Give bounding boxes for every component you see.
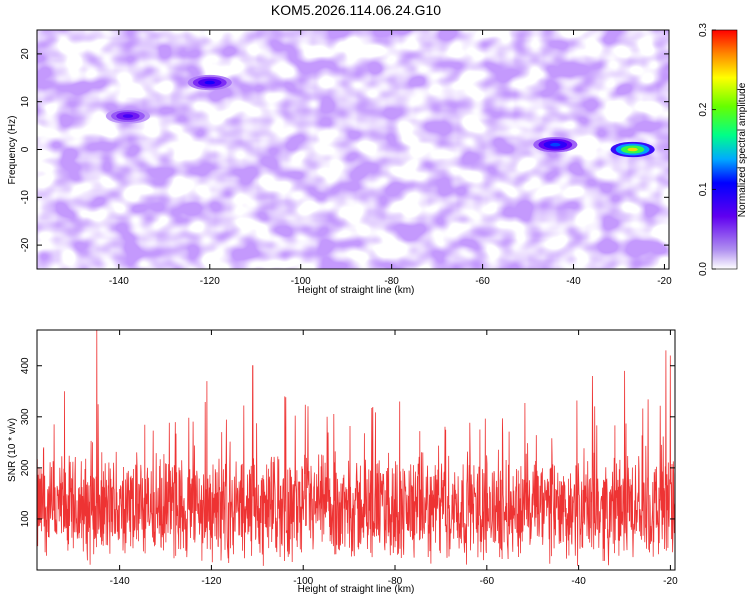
heatmap-x-axis-title: Height of straight line (km) bbox=[298, 285, 415, 296]
snr-x-tick-label: -120 bbox=[201, 576, 221, 587]
snr-x-tick-label: -20 bbox=[663, 576, 678, 587]
colorbar: 0.0 0.1 0.2 0.3 Normalized spectral amplitu… bbox=[698, 23, 748, 276]
heatmap-x-tick-label: -120 bbox=[200, 276, 220, 287]
heatmap-x-tick-label: -140 bbox=[109, 276, 129, 287]
snr-x-tick-label: -60 bbox=[480, 576, 495, 587]
snr-x-tick-label: -40 bbox=[571, 576, 586, 587]
snr-frame bbox=[36, 329, 676, 571]
snr-axes: -140 -120 -100 -80 -60 -40 -20 100 200 300 400 bbox=[20, 330, 678, 587]
colorbar-scale bbox=[711, 29, 738, 270]
snr-x-axis-title: Height of straight line (km) bbox=[298, 584, 415, 595]
heatmap-y-tick-label: -10 bbox=[20, 190, 31, 205]
colorbar-tick-label: 0.1 bbox=[698, 182, 709, 196]
heatmap-frame bbox=[36, 29, 670, 270]
heatmap-x-tick-label: -20 bbox=[657, 276, 672, 287]
snr-y-tick-label: 300 bbox=[20, 408, 31, 425]
heatmap-y-tick-label: 20 bbox=[20, 48, 31, 60]
snr-x-tick-label: -100 bbox=[293, 576, 313, 587]
snr-y-tick-label: 100 bbox=[20, 510, 31, 527]
heatmap-hotspot bbox=[105, 108, 151, 124]
snr-y-tick-label: 200 bbox=[20, 459, 31, 476]
heatmap-y-tick-label: 0 bbox=[20, 146, 31, 152]
colorbar-axis: 0.0 0.1 0.2 0.3 bbox=[698, 23, 716, 276]
snr-series-line bbox=[37, 330, 675, 566]
heatmap-hotspot bbox=[610, 141, 655, 158]
snr-panel: -140 -120 -100 -80 -60 -40 -20 100 200 300 400 Hei… bbox=[7, 329, 678, 595]
heatmap-y-axis-title: Frequency (Hz) bbox=[7, 116, 18, 185]
heatmap-x-tick-label: -80 bbox=[384, 276, 399, 287]
colorbar-tick-label: 0.0 bbox=[698, 262, 709, 276]
heatmap-hotspot bbox=[187, 74, 232, 91]
snr-x-tick-label: -140 bbox=[110, 576, 130, 587]
colorbar-tick-label: 0.2 bbox=[698, 102, 709, 116]
heatmap-hotspot bbox=[533, 137, 578, 153]
heatmap-x-tick-label: -100 bbox=[291, 276, 311, 287]
snr-x-tick-label: -80 bbox=[388, 576, 403, 587]
heatmap-field bbox=[37, 30, 669, 269]
heatmap-hotspots bbox=[105, 74, 655, 158]
heatmap-y-tick-label: 10 bbox=[20, 96, 31, 108]
heatmap-x-tick-label: -40 bbox=[566, 276, 581, 287]
heatmap-x-tick-label: -60 bbox=[475, 276, 490, 287]
heatmap-y-tick-label: -20 bbox=[20, 237, 31, 252]
colorbar-tick-label: 0.3 bbox=[698, 23, 709, 37]
colorbar-title: Normalized spectral amplitude bbox=[737, 82, 748, 217]
snr-y-tick-label: 400 bbox=[20, 357, 31, 374]
chart-title: KOM5.2026.114.06.24.G10 bbox=[271, 2, 441, 18]
snr-y-axis-title: SNR (10 * v/v) bbox=[7, 418, 18, 482]
